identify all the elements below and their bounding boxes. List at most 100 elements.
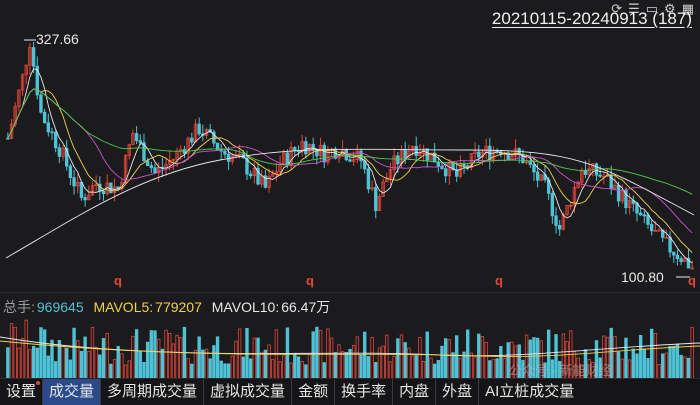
volume-bar <box>340 351 345 379</box>
volume-bar <box>421 361 426 379</box>
volume-bar <box>282 355 286 379</box>
tab-amount[interactable]: 金额 <box>292 379 336 405</box>
grid-icon[interactable]: ▦ <box>681 1 694 16</box>
volume-bar <box>668 346 672 379</box>
volume-chart[interactable] <box>0 317 700 379</box>
candle-body <box>370 187 374 190</box>
volume-bar <box>650 328 654 379</box>
volume-bar <box>477 333 481 379</box>
candle-body <box>190 137 194 143</box>
volume-bar <box>61 345 65 379</box>
ma60-line <box>7 88 693 195</box>
volume-bar <box>488 360 492 379</box>
volume-bar <box>565 341 569 379</box>
candle-body <box>561 213 566 230</box>
candle-body <box>565 205 569 215</box>
candle-body <box>197 123 201 135</box>
volume-bar <box>653 332 658 379</box>
mavol10-line <box>0 340 700 358</box>
candle-body <box>638 212 643 216</box>
tab-virtual-volume[interactable]: 虚拟成交量 <box>204 379 293 405</box>
volume-bar <box>65 347 69 379</box>
volume-bar <box>513 345 518 379</box>
volume-bar <box>116 346 120 379</box>
volume-bar <box>672 345 676 379</box>
q-marker: q <box>495 273 503 288</box>
volume-bar <box>675 343 680 379</box>
tab-volume[interactable]: 成交量 <box>43 379 102 405</box>
candle-body <box>315 149 319 157</box>
volume-bar <box>469 352 474 379</box>
volume-bar <box>517 344 521 379</box>
candle-body <box>138 140 142 144</box>
candle-body <box>263 175 268 188</box>
volume-bar <box>432 363 437 379</box>
volume-bar <box>72 327 76 379</box>
list-icon[interactable]: ☰ <box>628 1 640 16</box>
volume-bar <box>296 356 301 379</box>
candle-body <box>215 142 220 150</box>
volume-bar <box>502 357 507 379</box>
volume-bar <box>683 356 687 379</box>
candle-body <box>101 190 106 195</box>
candle-body <box>123 155 128 183</box>
mavol10-label: MAVOL10: <box>211 299 280 315</box>
candle-body <box>576 181 580 188</box>
volume-bar <box>414 355 418 379</box>
date-range[interactable]: 20210115-20240913 (187) <box>491 9 692 28</box>
volume-bar <box>403 342 407 379</box>
candle-body <box>410 145 415 152</box>
tab-settings[interactable]: 设置 <box>0 379 44 405</box>
candle-body <box>513 148 518 157</box>
candle-body <box>491 150 496 160</box>
volume-bar <box>197 336 201 379</box>
candle-body <box>245 157 249 175</box>
candle-body <box>572 187 577 206</box>
volume-bar <box>241 356 245 379</box>
volume-bar <box>98 354 102 379</box>
candle-body <box>532 164 536 173</box>
volume-bar <box>289 362 293 379</box>
tab-ai-volume[interactable]: AI立桩成交量 <box>479 379 580 405</box>
tab-label: 设置 <box>6 383 37 400</box>
volume-bar <box>591 361 595 379</box>
volume-bar <box>429 357 433 379</box>
candlestick-chart[interactable] <box>0 0 700 292</box>
candle-body <box>506 152 510 160</box>
volume-bar <box>134 329 139 379</box>
candle-body <box>679 258 683 262</box>
candle-body <box>374 187 378 212</box>
candle-body <box>17 89 21 107</box>
candle-body <box>466 165 470 168</box>
candle-body <box>443 168 448 177</box>
candle-body <box>539 174 544 181</box>
tab-inner-volume[interactable]: 内盘 <box>393 379 437 405</box>
volume-bar <box>149 330 154 379</box>
ma5-line <box>7 68 693 264</box>
volume-bar <box>473 356 477 379</box>
window-icon[interactable]: ▭ <box>645 1 659 16</box>
candle-body <box>149 165 154 169</box>
ma10-line <box>7 88 693 253</box>
candle-body <box>535 171 540 181</box>
volume-bar <box>638 334 643 379</box>
volume-bar <box>123 364 128 379</box>
volume-bar <box>466 329 470 379</box>
volume-bar <box>252 337 257 379</box>
candle-body <box>13 105 17 125</box>
tab-label: 金额 <box>298 383 329 400</box>
candle-body <box>473 151 477 154</box>
tab-turnover[interactable]: 换手率 <box>335 379 394 405</box>
settings-icon[interactable]: ⚙ <box>664 1 676 16</box>
tab-outer-volume[interactable]: 外盘 <box>436 379 480 405</box>
share-icon[interactable]: ⟳ <box>611 1 623 16</box>
candle-body <box>392 155 396 170</box>
volume-bar <box>407 347 411 379</box>
tab-label: 外盘 <box>442 383 473 400</box>
tab-multi-period-volume[interactable]: 多周期成交量 <box>101 379 205 405</box>
volume-bar <box>105 333 109 379</box>
volume-bar <box>374 362 378 379</box>
volume-bar <box>9 323 14 379</box>
indicator-tab-bar: 设置 成交量 多周期成交量 虚拟成交量 金额 换手率 内盘 外盘 AI立桩成交量 <box>0 378 700 405</box>
volume-bar <box>260 351 264 379</box>
